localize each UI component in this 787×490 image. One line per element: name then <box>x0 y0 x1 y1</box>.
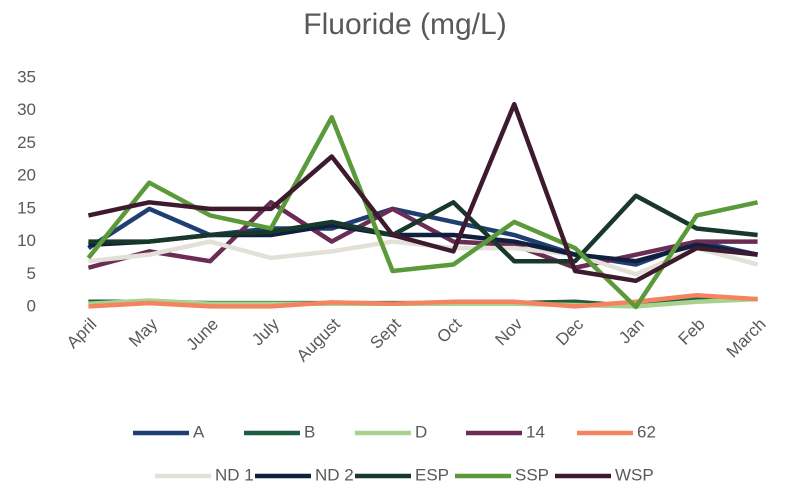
y-tick-label: 0 <box>27 296 36 315</box>
legend-label: ESP <box>415 465 449 484</box>
x-tick-label: August <box>293 314 344 365</box>
legend-label: A <box>193 422 205 441</box>
series-line <box>87 101 758 284</box>
series-line <box>87 200 758 270</box>
x-tick-label: July <box>248 314 283 349</box>
y-tick-label: 5 <box>27 264 36 283</box>
legend-label: ND 1 <box>215 465 254 484</box>
chart-title: Fluoride (mg/L) <box>303 8 506 41</box>
legend-label: B <box>304 422 315 441</box>
x-tick-label: May <box>125 314 161 350</box>
x-tick-label: March <box>723 315 770 362</box>
legend-label: ND 2 <box>315 465 354 484</box>
x-tick-label: June <box>183 315 223 355</box>
legend-label: 14 <box>526 422 545 441</box>
x-tick-label: Oct <box>433 314 465 346</box>
x-tick-label: Sept <box>366 314 404 352</box>
x-tick-label: Nov <box>491 314 526 349</box>
legend-label: 62 <box>637 422 656 441</box>
x-tick-label: Feb <box>675 315 709 349</box>
y-tick-label: 30 <box>17 100 36 119</box>
series-line <box>86 115 759 310</box>
x-tick-label: Jan <box>615 315 648 348</box>
y-tick-label: 15 <box>17 198 36 217</box>
legend-label: WSP <box>615 465 654 484</box>
x-tick-label: Dec <box>552 314 587 349</box>
y-tick-label: 20 <box>17 166 36 185</box>
y-tick-label: 10 <box>17 231 36 250</box>
x-tick-label: April <box>63 315 100 352</box>
series-line <box>88 193 758 264</box>
y-tick-label: 25 <box>17 133 36 152</box>
legend-label: SSP <box>515 465 549 484</box>
y-tick-label: 35 <box>17 67 36 86</box>
series-line <box>88 292 758 309</box>
legend-label: D <box>415 422 427 441</box>
